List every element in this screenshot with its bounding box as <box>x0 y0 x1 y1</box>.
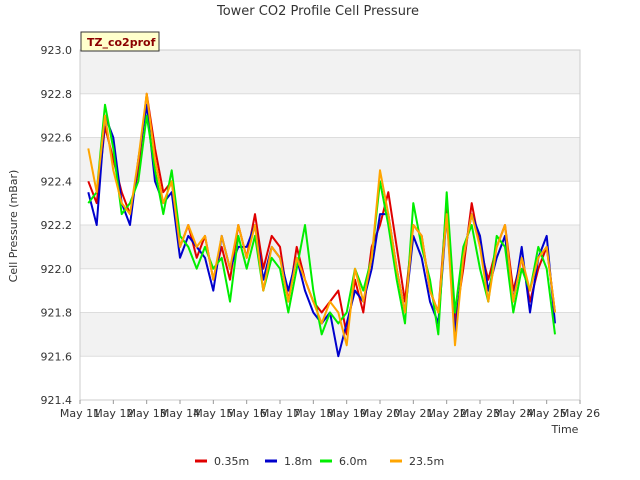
x-tick-label: May 15 <box>193 407 233 420</box>
plot-band <box>80 137 580 182</box>
legend-label-0.35m: 0.35m <box>214 455 249 468</box>
legend-label-6.0m: 6.0m <box>339 455 367 468</box>
y-tick-label: 922.4 <box>41 175 73 188</box>
x-tick-label: May 23 <box>460 407 500 420</box>
x-tick-label: May 20 <box>360 407 400 420</box>
x-tick-label: May 13 <box>127 407 167 420</box>
x-tick-label: May 19 <box>327 407 367 420</box>
y-tick-label: 923.0 <box>41 44 73 57</box>
plot-band <box>80 312 580 357</box>
x-tick-label: May 16 <box>227 407 267 420</box>
plot-band <box>80 268 580 313</box>
chart-title: Tower CO2 Profile Cell Pressure <box>216 4 419 19</box>
x-tick-label: May 21 <box>393 407 433 420</box>
plot-band <box>80 93 580 138</box>
legend: 0.35m 1.8m 6.0m 23.5m <box>195 455 444 468</box>
plot-band <box>80 181 580 225</box>
x-tick-label: May 12 <box>93 407 133 420</box>
series-line-6.0m <box>87 103 556 336</box>
y-axis-label: Cell Pressure (mBar) <box>7 170 20 283</box>
plot-frame <box>79 49 581 401</box>
plot-band <box>80 356 580 400</box>
x-tick-label: May 25 <box>527 407 567 420</box>
y-tick-label: 922.8 <box>41 88 73 101</box>
legend-label-1.8m: 1.8m <box>284 455 312 468</box>
site-badge: TZ_co2prof <box>80 31 160 52</box>
x-tick-label: May 17 <box>260 407 300 420</box>
plot-band <box>80 50 580 94</box>
y-tick-label: 922.0 <box>41 263 73 276</box>
y-tick-label: 921.6 <box>41 350 73 363</box>
series-line-23.5m <box>87 92 556 347</box>
y-tick-label: 921.8 <box>41 307 73 320</box>
y-tick-label: 922.2 <box>41 219 73 232</box>
series-lines <box>87 92 556 358</box>
x-tick-label: May 26 <box>560 407 600 420</box>
site-badge-box <box>80 31 160 52</box>
y-tick-label: 922.6 <box>41 132 73 145</box>
axes: 921.4 921.6 921.8 922.0 922.2 922.4 922.6 922.8… <box>41 44 601 420</box>
x-tick-label: May 18 <box>293 407 333 420</box>
x-tick-label: May 11 <box>60 407 100 420</box>
legend-label-23.5m: 23.5m <box>409 455 444 468</box>
y-tick-label: 921.4 <box>41 394 73 407</box>
x-tick-label: May 24 <box>493 407 533 420</box>
x-tick-label: May 22 <box>427 407 467 420</box>
x-tick-label: May 14 <box>160 407 200 420</box>
x-axis-label: Time <box>551 423 579 436</box>
site-badge-label: TZ_co2prof <box>87 36 156 49</box>
